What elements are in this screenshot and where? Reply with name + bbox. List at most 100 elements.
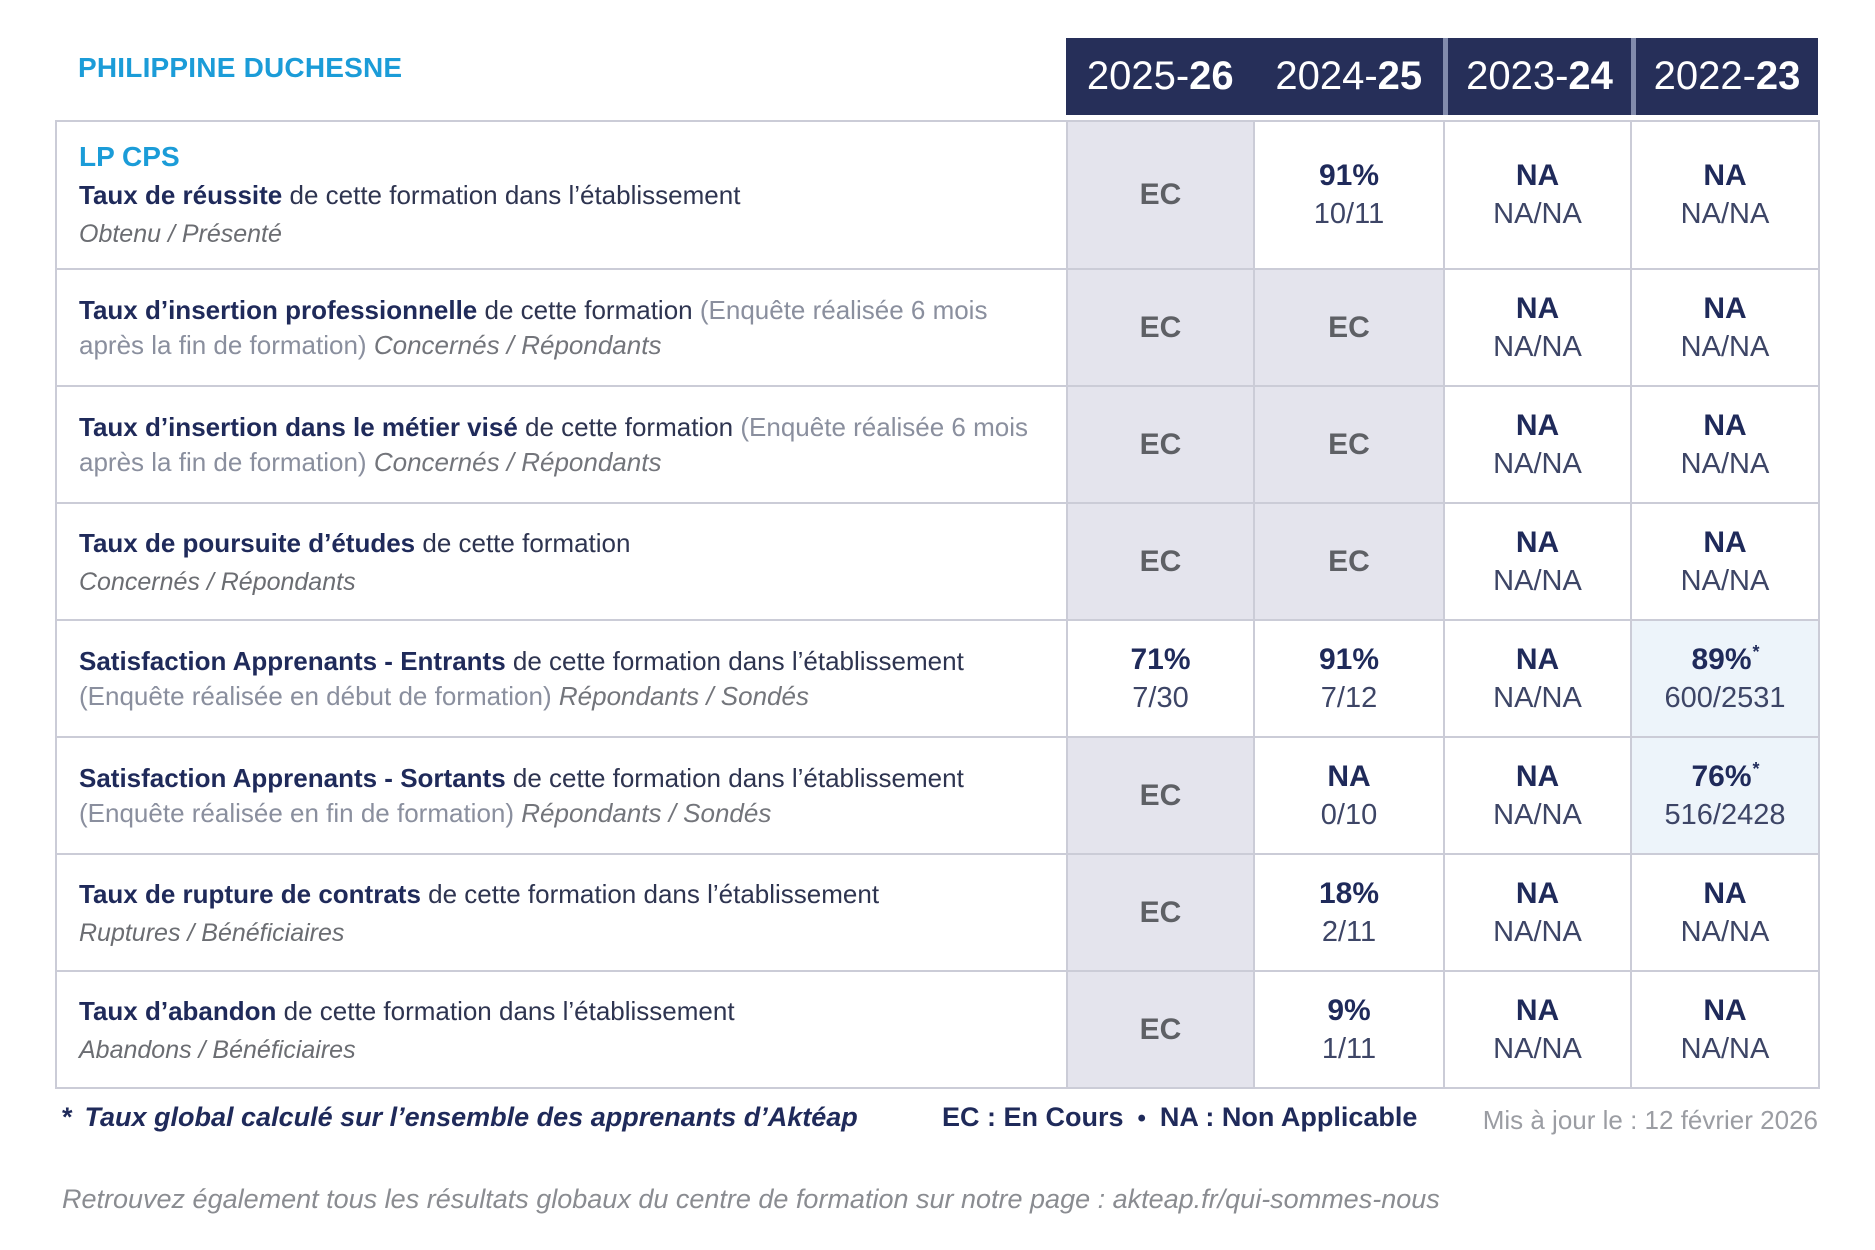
value-main: 9% [1255,993,1443,1029]
value-main: 91% [1255,158,1443,194]
value-cell: EC [1253,502,1445,621]
value-main: NA [1445,642,1630,678]
value-cell: 9% 1/11 [1253,970,1445,1089]
value-sub: NA/NA [1680,447,1770,480]
value-sub: 7/30 [1132,681,1189,714]
table-row: Taux d’insertion dans le métier visé de … [55,385,1820,504]
value-main: NA [1445,876,1630,912]
value-main: 71% [1068,642,1253,678]
value-cell: NA NA/NA [1443,619,1632,738]
value-text: NA [1703,291,1747,325]
metric-respondents: Répondants / Sondés [558,680,809,711]
metric-title: Taux de réussite [79,180,283,211]
value-cell: 71% 7/30 [1066,619,1255,738]
table-row: Taux d’abandon de cette formation dans l… [55,970,1820,1089]
table-row: Taux de rupture de contrats de cette for… [55,853,1820,972]
asterisk-marker: * [62,1102,73,1132]
year-column-label: 2022-23 [1654,54,1801,99]
metric-desc: de cette formation [484,295,693,326]
metric-title: Satisfaction Apprenants - Entrants [79,646,506,677]
metric-label: Taux de rupture de contrats de cette for… [79,877,1036,911]
value-text: 71% [1130,642,1191,676]
value-text: EC [1139,778,1182,812]
value-sub: NA/NA [1493,330,1582,363]
value-cell: NA NA/NA [1443,970,1632,1089]
updated-date: Mis à jour le : 12 février 2026 [1482,1105,1818,1135]
year-bold: 26 [1189,54,1234,98]
row-label: Satisfaction Apprenants - Entrants de ce… [55,619,1068,738]
row-label: LP CPS Taux de réussite de cette formatio… [55,120,1068,270]
value-main: EC [1068,778,1253,814]
metric-label: Taux d’insertion professionnelle de cett… [79,293,1036,362]
value-main: EC [1255,427,1443,463]
value-cell: EC [1066,268,1255,387]
metrics-table: LP CPS Taux de réussite de cette formatio… [55,120,1820,1089]
year-bold: 24 [1568,54,1613,98]
value-text: NA [1515,408,1560,442]
metric-respondents: Concernés / Répondants [373,329,662,360]
metric-label: Satisfaction Apprenants - Sortants de ce… [79,761,1036,830]
year-column-label: 2024-25 [1255,54,1444,99]
year-bold: 23 [1755,54,1801,98]
value-sub: NA/NA [1680,564,1770,597]
year-bold: 25 [1377,54,1423,98]
metric-desc: de cette formation [525,412,734,443]
metric-desc: de cette formation dans l’établissement [289,180,741,211]
header-divider [1631,38,1636,115]
table-row: Taux d’insertion professionnelle de cett… [55,268,1820,387]
metric-paren: (Enquête réalisée en fin de formation) [79,797,515,828]
asterisk-superscript: * [1752,641,1760,662]
legend-na: NA : Non Applicable [1159,1102,1418,1132]
value-cell: EC [1066,120,1255,270]
value-cell: 89%* 600/2531 [1630,619,1820,738]
row-label: Taux d’insertion dans le métier visé de … [55,385,1068,504]
metric-desc: de cette formation dans l’établissement [283,996,735,1027]
metric-subtitle: Ruptures / Bénéficiaires [79,918,345,947]
year-column-label: 2023-24 [1466,54,1613,99]
metric-desc: de cette formation [422,528,631,559]
value-sub: NA/NA [1493,681,1582,714]
value-main: NA [1632,876,1818,912]
value-sub: NA/NA [1493,915,1582,948]
value-text: EC [1139,178,1182,211]
footnote: * Taux global calculé sur l’ensemble des … [62,1102,858,1133]
value-cell: NA NA/NA [1443,268,1632,387]
legend-bullet: • [1137,1105,1146,1132]
value-text: NA [1515,642,1560,676]
value-main: 76%* [1632,759,1818,795]
value-cell: 76%* 516/2428 [1630,736,1820,855]
value-sub: 516/2428 [1664,798,1786,831]
value-text: NA [1703,525,1747,559]
metric-paren: (Enquête réalisée 6 mois après la fin de… [79,412,1028,477]
value-text: NA [1515,993,1560,1027]
year-prefix: 2025- [1086,54,1190,98]
metric-respondents: Répondants / Sondés [521,797,772,828]
metric-title: Taux de poursuite d’études [79,528,416,559]
year-header-box-recent: 2025-26 2024-25 [1066,38,1443,115]
value-main: NA [1632,408,1818,444]
value-main: EC [1068,427,1253,463]
metric-title: Taux d’insertion dans le métier visé [79,412,518,443]
metric-title: Taux d’abandon [79,996,277,1027]
value-sub: NA/NA [1680,1032,1770,1065]
value-cell: NA NA/NA [1630,853,1820,972]
value-cell: 91% 7/12 [1253,619,1445,738]
metrics-table-wrap: LP CPS Taux de réussite de cette formatio… [55,120,1820,1089]
row-label: Taux de rupture de contrats de cette for… [55,853,1068,972]
value-text: NA [1703,159,1747,193]
value-sub: NA/NA [1680,330,1770,363]
value-cell: EC [1253,268,1445,387]
value-main: NA [1632,993,1818,1029]
value-text: EC [1139,427,1182,461]
metric-label: Taux de réussite de cette formation dans… [79,178,1036,212]
metric-subtitle: Concernés / Répondants [79,567,356,596]
metric-desc: de cette formation dans l’établissement [428,879,880,910]
metric-paren: (Enquête réalisée 6 mois après la fin de… [79,295,988,360]
value-sub: 2/11 [1321,915,1377,948]
legend-ec: EC : En Cours [942,1102,1124,1132]
metric-label: Satisfaction Apprenants - Entrants de ce… [79,644,1036,713]
value-main: NA [1445,158,1630,194]
value-main: EC [1068,895,1253,931]
legend: EC : En Cours • NA : Non Applicable [942,1102,1417,1133]
value-main: NA [1445,291,1630,327]
